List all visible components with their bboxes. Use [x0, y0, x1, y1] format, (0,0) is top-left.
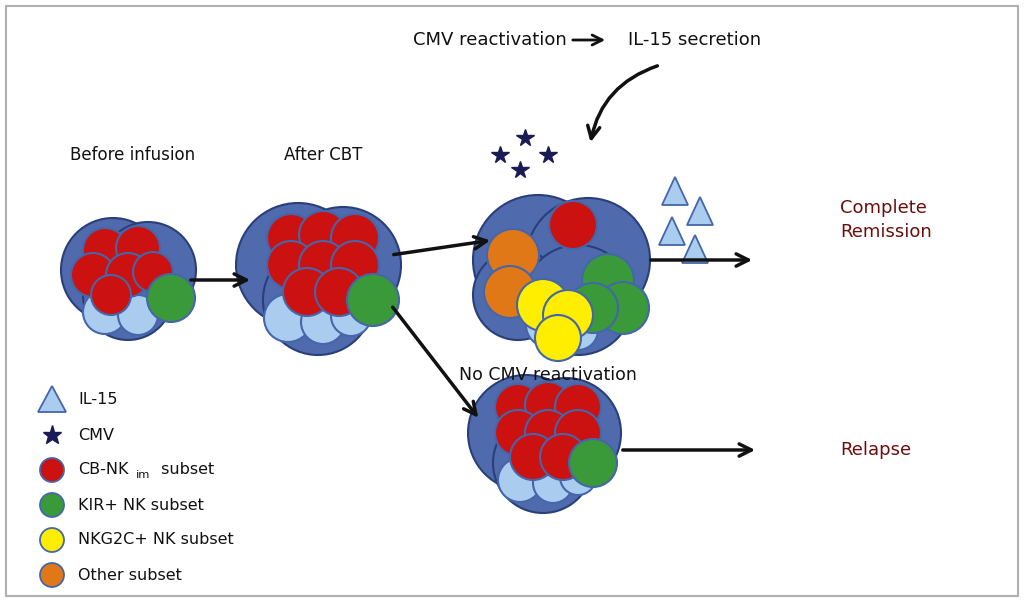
Circle shape — [473, 195, 603, 325]
Circle shape — [495, 384, 541, 430]
Circle shape — [543, 290, 593, 340]
Text: NKG2C+ NK subset: NKG2C+ NK subset — [78, 533, 233, 547]
Text: CMV reactivation: CMV reactivation — [413, 31, 567, 49]
Circle shape — [299, 241, 347, 289]
Circle shape — [133, 252, 173, 292]
Circle shape — [331, 296, 371, 336]
Circle shape — [560, 459, 596, 495]
Circle shape — [487, 229, 539, 281]
Circle shape — [61, 218, 165, 322]
Polygon shape — [38, 386, 66, 412]
Circle shape — [83, 228, 127, 272]
Circle shape — [40, 528, 63, 552]
Polygon shape — [659, 217, 685, 245]
Circle shape — [100, 222, 196, 318]
Circle shape — [511, 378, 621, 488]
Circle shape — [40, 493, 63, 517]
Circle shape — [83, 290, 127, 334]
Circle shape — [495, 410, 541, 456]
Text: im: im — [136, 470, 151, 480]
Circle shape — [597, 282, 649, 334]
Circle shape — [540, 434, 586, 480]
Circle shape — [264, 294, 312, 342]
Polygon shape — [662, 177, 688, 205]
Circle shape — [569, 439, 617, 487]
Circle shape — [40, 458, 63, 482]
Circle shape — [106, 253, 150, 297]
Circle shape — [263, 245, 373, 355]
Text: Relapse: Relapse — [840, 441, 911, 459]
Circle shape — [582, 254, 634, 306]
Circle shape — [331, 214, 379, 262]
Circle shape — [331, 241, 379, 289]
Circle shape — [315, 268, 362, 316]
Text: CMV: CMV — [78, 427, 114, 442]
Text: Before infusion: Before infusion — [71, 146, 196, 164]
Circle shape — [267, 241, 315, 289]
Circle shape — [555, 384, 601, 430]
Circle shape — [347, 274, 399, 326]
Text: IL-15 secretion: IL-15 secretion — [629, 31, 762, 49]
FancyArrowPatch shape — [588, 66, 657, 138]
Polygon shape — [687, 197, 713, 225]
Circle shape — [555, 410, 601, 456]
Circle shape — [118, 295, 158, 335]
Text: subset: subset — [156, 462, 214, 477]
Text: Other subset: Other subset — [78, 568, 182, 583]
Circle shape — [299, 211, 347, 259]
Circle shape — [473, 250, 563, 340]
Circle shape — [558, 310, 598, 350]
Circle shape — [83, 250, 173, 340]
Circle shape — [91, 275, 131, 315]
Circle shape — [283, 268, 331, 316]
Circle shape — [285, 207, 401, 323]
Polygon shape — [682, 235, 708, 263]
Circle shape — [534, 463, 573, 503]
Circle shape — [525, 410, 571, 456]
Circle shape — [493, 413, 593, 513]
Circle shape — [236, 203, 360, 327]
Circle shape — [517, 279, 569, 331]
Circle shape — [147, 274, 195, 322]
Circle shape — [484, 266, 536, 318]
Circle shape — [568, 283, 618, 333]
Circle shape — [526, 303, 570, 347]
Text: IL-15: IL-15 — [78, 393, 118, 408]
Text: KIR+ NK subset: KIR+ NK subset — [78, 497, 204, 512]
Circle shape — [523, 245, 633, 355]
Circle shape — [526, 198, 650, 322]
Circle shape — [468, 375, 584, 491]
Text: CB-NK: CB-NK — [78, 462, 128, 477]
Circle shape — [267, 214, 315, 262]
Circle shape — [525, 382, 571, 428]
Circle shape — [301, 300, 345, 344]
Circle shape — [40, 563, 63, 587]
Circle shape — [116, 226, 160, 270]
Circle shape — [535, 315, 581, 361]
Circle shape — [510, 434, 556, 480]
Text: After CBT: After CBT — [284, 146, 362, 164]
Circle shape — [549, 201, 597, 249]
Text: No CMV reactivation: No CMV reactivation — [459, 366, 637, 384]
Circle shape — [498, 458, 542, 502]
Text: Complete
Remission: Complete Remission — [840, 199, 932, 241]
Circle shape — [71, 253, 115, 297]
